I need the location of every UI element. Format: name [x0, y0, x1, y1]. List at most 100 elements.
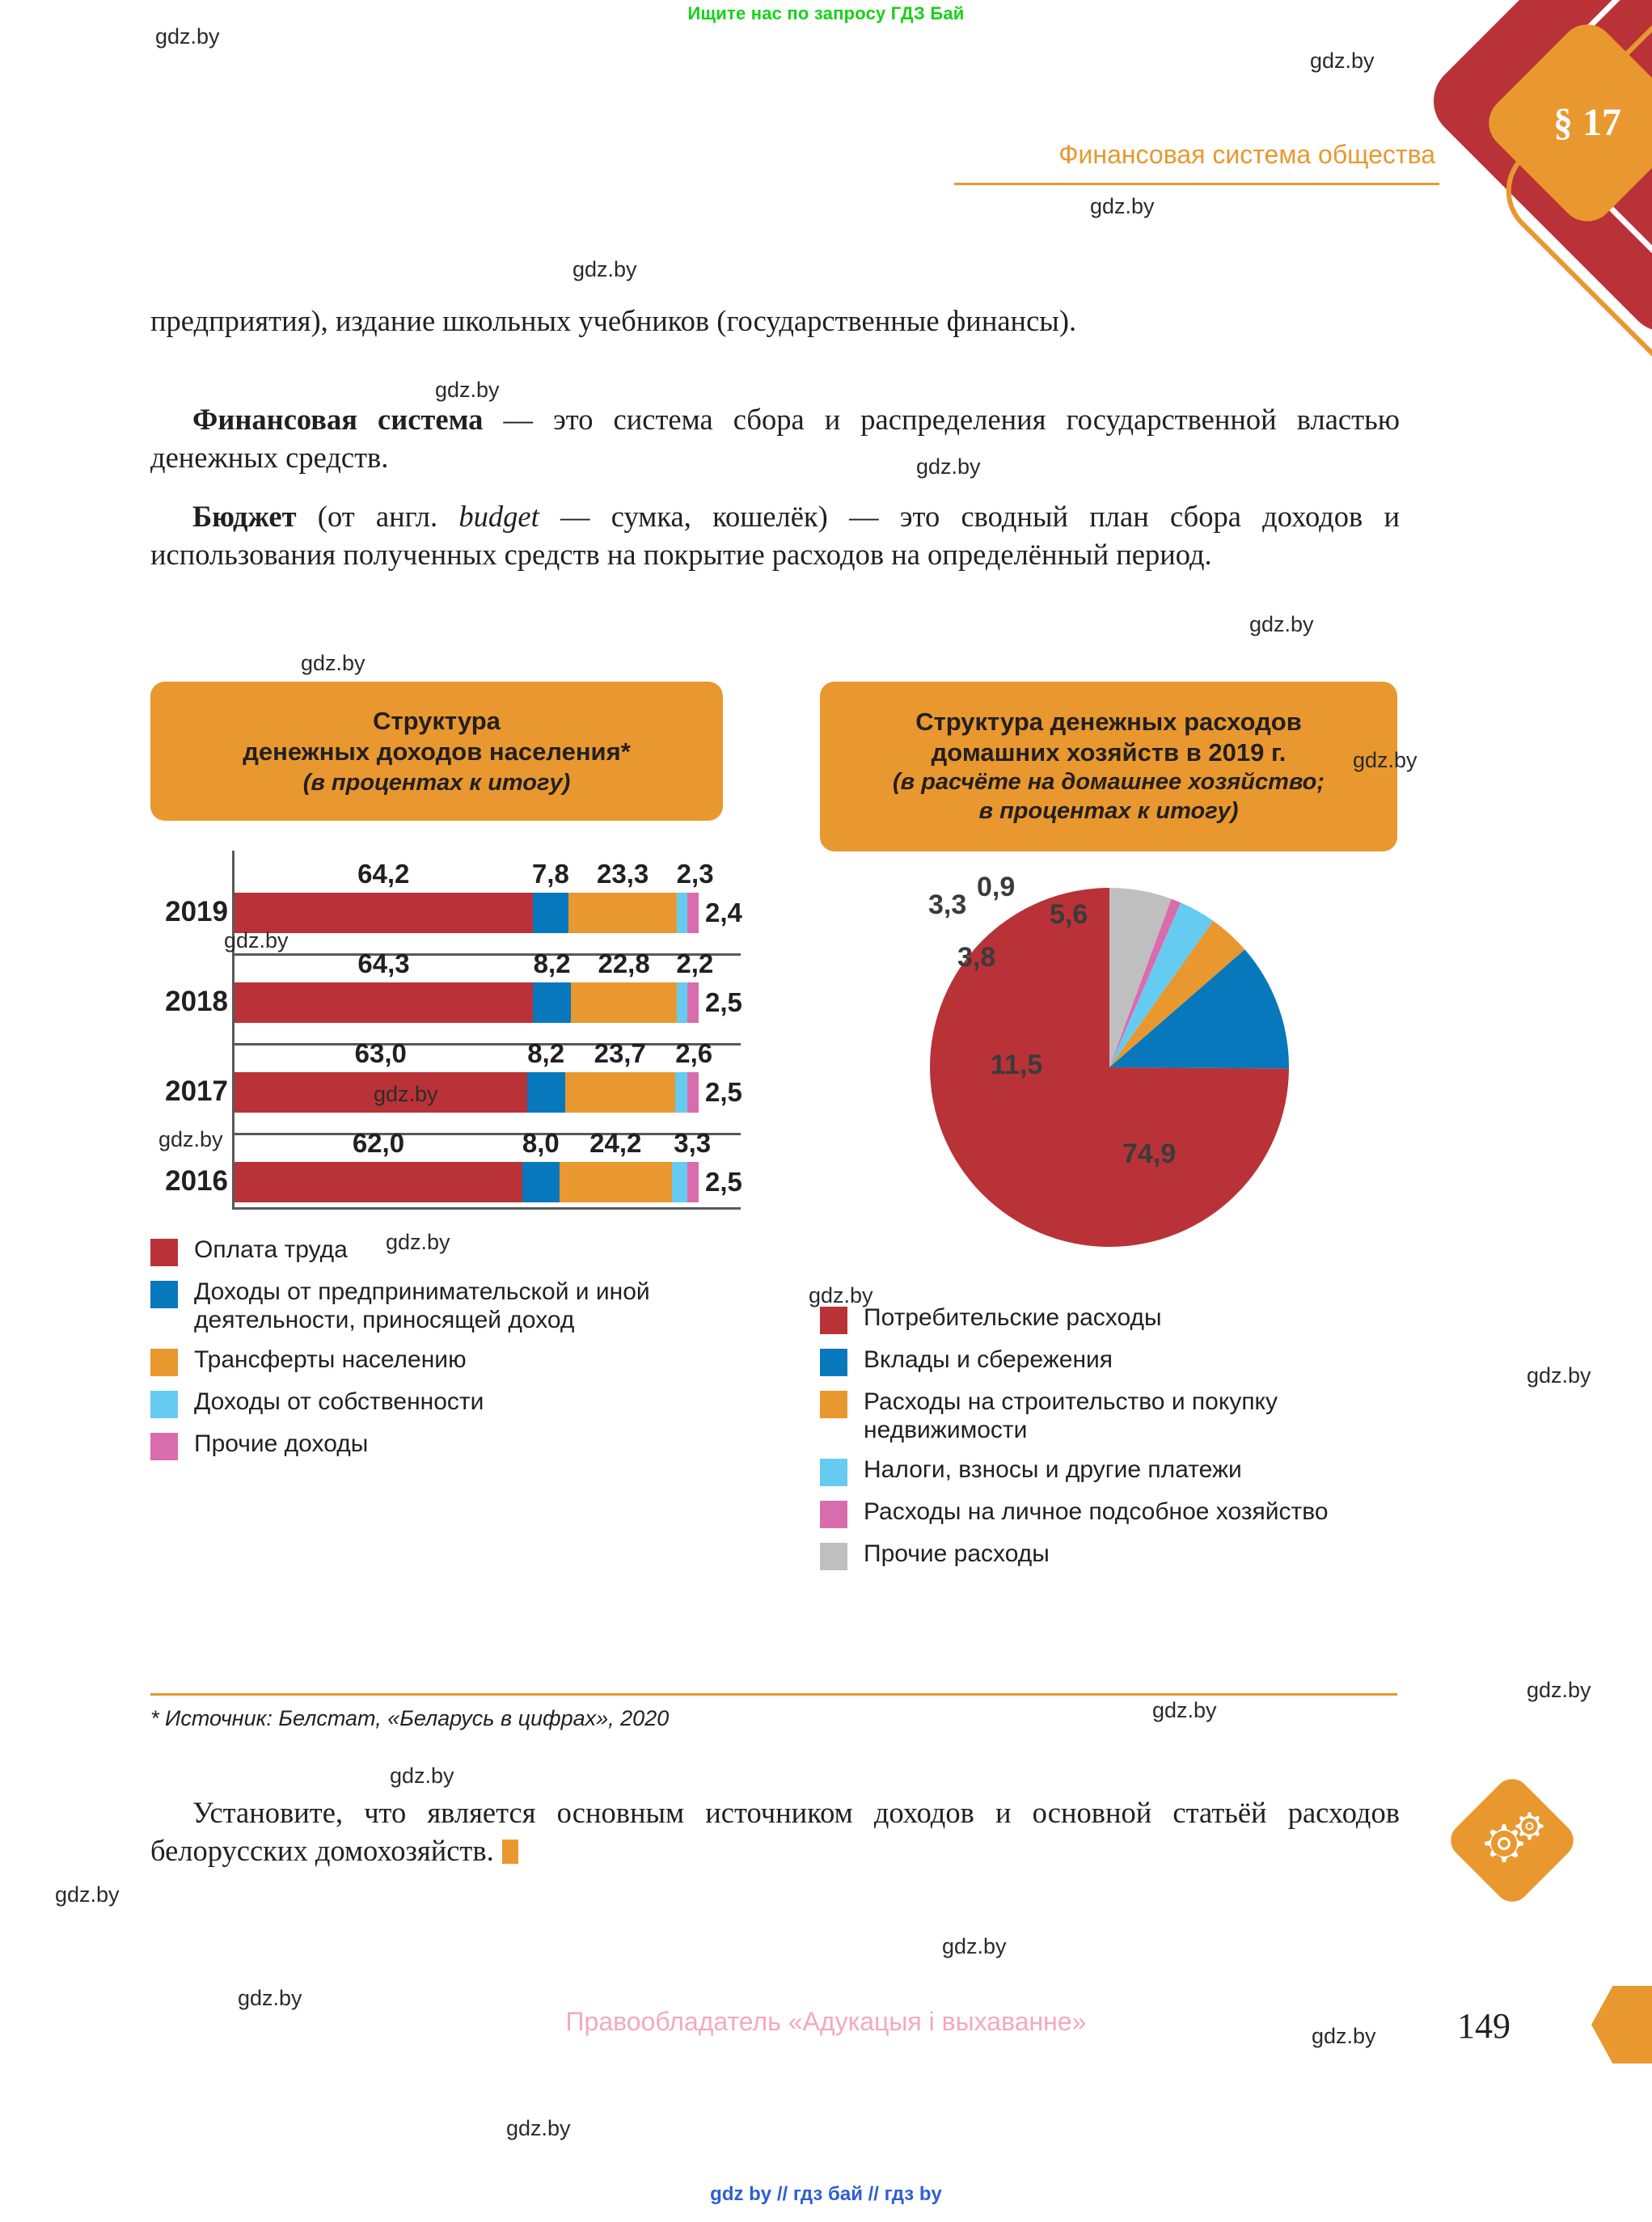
- bar-year-label: 2018: [165, 986, 228, 1017]
- watermark: gdz.by: [1527, 1363, 1591, 1388]
- watermark: gdz.by: [1310, 49, 1375, 73]
- legend-item: Трансферты населению: [150, 1345, 749, 1377]
- legend-label: Доходы от предпринимательской и иной дея…: [194, 1278, 650, 1334]
- right-chart-title-line2: домашних хозяйств в 2019 г.: [931, 738, 1287, 767]
- page-number: 149: [1457, 2006, 1510, 2046]
- bar-segment: [234, 893, 533, 933]
- paragraph-intro: предприятия), издание школьных учебников…: [150, 302, 1400, 340]
- left-chart-title-line2: денежных доходов населения*: [243, 737, 631, 766]
- bar-end-value-label: 2,4: [705, 898, 742, 927]
- watermark: gdz.by: [1249, 612, 1314, 636]
- right-chart-title-card: Структура денежных расходов домашних хоз…: [820, 682, 1397, 851]
- bar-segment: [687, 893, 699, 933]
- watermark: gdz.by: [155, 24, 220, 49]
- legend-color-swatch: [150, 1391, 178, 1419]
- promo-banner: Ищите нас по запросу ГДЗ Бай: [687, 3, 965, 23]
- bar-segment: [687, 982, 699, 1023]
- term-financial-system: Финансовая система: [192, 403, 484, 436]
- left-chart-legend: Оплата труда Доходы от предпринимательско…: [150, 1236, 749, 1472]
- watermark: gdz.by: [1152, 1698, 1217, 1722]
- bar-segment: [674, 1072, 687, 1113]
- running-head-rule: [954, 183, 1439, 185]
- bar-chart-separator: [232, 1043, 741, 1046]
- source-footnote: * Источник: Белстат, «Беларусь в цифрах»…: [150, 1706, 670, 1730]
- pie-value-label: 5,6: [1050, 899, 1088, 930]
- legend-color-swatch: [820, 1501, 847, 1529]
- bar-chart-separator: [232, 1133, 741, 1135]
- term-budget: Бюджет: [192, 500, 297, 533]
- bar-year-label: 2019: [165, 896, 228, 927]
- legend-label: Трансферты населению: [194, 1346, 467, 1374]
- bar-value-label-group: 64,3 8,2 22,8 2,2: [234, 948, 713, 978]
- legend-item: Расходы на строительство и покупку недви…: [820, 1388, 1418, 1444]
- bar-value-label: 64,2: [357, 859, 410, 889]
- watermark: gdz.by: [238, 1986, 302, 2010]
- legend-item: Доходы от предпринимательской и иной дея…: [150, 1278, 749, 1334]
- left-chart-title-card: Структура денежных доходов населения* (в…: [150, 682, 723, 821]
- task-paragraph: Установите, что является основным источн…: [150, 1793, 1400, 1870]
- bar-segment: [671, 1162, 687, 1202]
- right-chart-legend: Потребительские расходы Вклады и сбережен…: [820, 1303, 1418, 1582]
- watermark: gdz.by: [1353, 748, 1418, 772]
- gears-icon: [1485, 1812, 1544, 1862]
- task-end-marker: [501, 1840, 518, 1865]
- bar-value-label: 2,6: [675, 1038, 713, 1068]
- running-head-title: Финансовая система общества: [1058, 140, 1435, 169]
- bar-value-label: 8,2: [533, 948, 571, 978]
- watermark: gdz.by: [916, 454, 981, 479]
- bar-segment: [533, 982, 572, 1023]
- legend-color-swatch: [150, 1281, 178, 1308]
- pie-value-label: 11,5: [991, 1050, 1043, 1080]
- pie-value-label: 3,8: [957, 942, 996, 973]
- legend-item: Прочие расходы: [820, 1540, 1418, 1571]
- pie-value-label: 74,9: [1122, 1138, 1177, 1169]
- bar-chart-separator: [232, 1207, 741, 1210]
- bar-segment: [687, 1072, 699, 1113]
- legend-label: Прочие расходы: [864, 1540, 1050, 1568]
- bar-value-label: 23,3: [597, 859, 649, 889]
- bar-value-label: 62,0: [352, 1128, 405, 1158]
- bar-value-label: 2,3: [676, 859, 714, 889]
- legend-color-swatch: [150, 1239, 178, 1266]
- bar-value-label-group: 64,2 7,8 23,3 2,3: [234, 859, 713, 889]
- bar-segment: [234, 1162, 522, 1202]
- bar-segment: [526, 1072, 565, 1113]
- legend-label: Расходы на строительство и покупку недви…: [864, 1388, 1278, 1444]
- watermark: gdz.by: [506, 2116, 571, 2140]
- pie-chart-svg: [930, 888, 1289, 1247]
- bar-row: [234, 893, 699, 933]
- bar-segment: [571, 982, 677, 1023]
- bar-row: [234, 1162, 699, 1202]
- legend-label: Расходы на личное подсобное хозяйство: [864, 1498, 1329, 1526]
- footnote-rule: [150, 1693, 1397, 1696]
- legend-item: Прочие доходы: [150, 1430, 749, 1461]
- left-chart-subtitle: (в процентах к итогу): [302, 769, 571, 796]
- bar-value-label: 24,2: [589, 1128, 642, 1158]
- bar-segment: [568, 893, 677, 933]
- legend-item: Потребительские расходы: [820, 1303, 1418, 1334]
- legend-color-swatch: [820, 1349, 847, 1376]
- watermark: gdz.by: [572, 257, 637, 281]
- left-chart-title-line1: Структура: [373, 707, 501, 736]
- paragraph-budget: Бюджет (от англ. budget — сумка, кошелёк…: [150, 497, 1400, 574]
- bar-segment: [677, 982, 687, 1023]
- legend-label: Доходы от собственности: [194, 1388, 484, 1416]
- watermark: gdz.by: [301, 651, 365, 675]
- bar-row: [234, 982, 699, 1023]
- bar-segment: [234, 1072, 527, 1113]
- watermark: gdz.by: [390, 1764, 454, 1788]
- task-text: Установите, что является основным источн…: [150, 1796, 1400, 1868]
- bar-value-label: 2,2: [676, 948, 714, 978]
- pie-slice: [1109, 949, 1289, 1069]
- bottom-links: gdz by // гдз бай // гдз by: [710, 2183, 942, 2205]
- bar-value-label: 8,0: [522, 1128, 560, 1158]
- legend-label: Налоги, взносы и другие платежи: [864, 1456, 1242, 1484]
- right-chart-subtitle-line2: в процентах к итогу): [978, 798, 1239, 825]
- bar-value-label: 64,3: [357, 948, 410, 978]
- bar-value-label: 3,3: [674, 1128, 712, 1158]
- bar-chart-separator: [232, 953, 741, 956]
- pie-slice: [1109, 920, 1245, 1067]
- budget-prefix: (от англ.: [296, 500, 459, 533]
- watermark: gdz.by: [1312, 2024, 1376, 2048]
- paragraph-financial-system: Финансовая система — это система сбора и…: [150, 400, 1400, 477]
